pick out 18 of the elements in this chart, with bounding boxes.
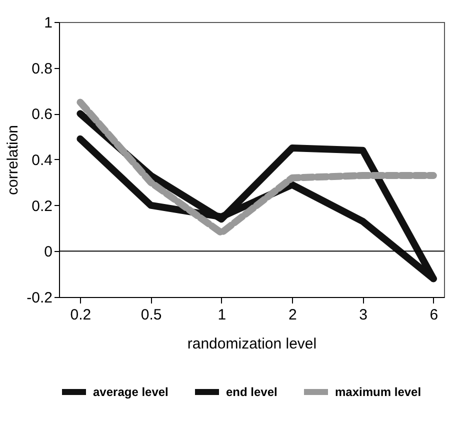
legend-label: average level bbox=[93, 385, 168, 399]
y-tick-label: 0.6 bbox=[32, 106, 52, 124]
y-tick-label: 0.2 bbox=[32, 198, 52, 215]
x-tick-label: 2 bbox=[288, 306, 297, 324]
x-tick-label: 1 bbox=[218, 306, 226, 324]
x-tick-label: 0.5 bbox=[140, 306, 162, 324]
y-tick-label: 1 bbox=[44, 14, 52, 32]
x-tick-label: 3 bbox=[359, 306, 368, 324]
y-tick-label: 0 bbox=[44, 244, 52, 261]
legend-label: end level bbox=[226, 385, 278, 399]
y-axis-title: correlation bbox=[4, 124, 22, 196]
x-axis-title: randomization level bbox=[187, 336, 317, 352]
y-tick-label: 0.8 bbox=[32, 60, 52, 78]
y-tick-label: -0.2 bbox=[26, 290, 52, 306]
x-tick-label: 6 bbox=[430, 306, 438, 324]
y-tick-label: 0.4 bbox=[32, 152, 52, 169]
legend-label: maximum level bbox=[335, 385, 422, 399]
x-tick-label: 0.2 bbox=[70, 306, 92, 324]
